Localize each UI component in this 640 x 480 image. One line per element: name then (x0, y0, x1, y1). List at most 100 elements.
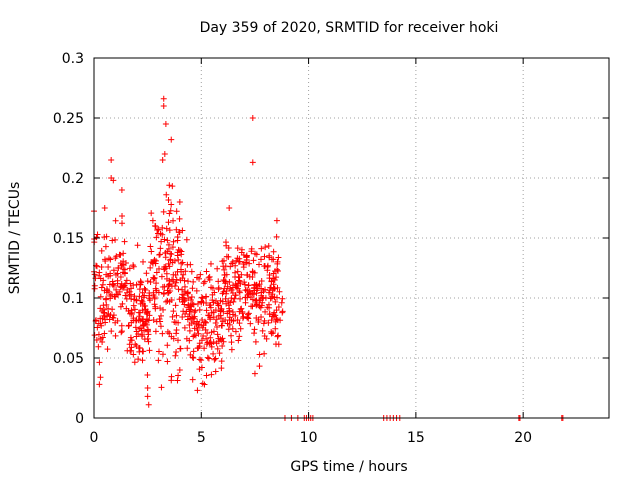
data-point (214, 345, 221, 352)
data-point (234, 245, 241, 252)
data-point (94, 231, 101, 238)
data-point (239, 310, 246, 317)
data-point (130, 351, 137, 358)
data-point (138, 333, 145, 340)
data-point (188, 294, 195, 301)
data-point (105, 273, 112, 280)
data-point (225, 245, 232, 252)
data-point (168, 136, 175, 143)
data-point (225, 326, 232, 333)
data-point (258, 256, 265, 263)
data-point (175, 256, 182, 263)
data-point (188, 297, 195, 304)
x-tick-label: 10 (300, 430, 318, 446)
data-point (208, 329, 215, 336)
data-point (256, 351, 263, 358)
data-point (236, 333, 243, 340)
data-point (232, 292, 239, 299)
data-point (214, 331, 221, 338)
data-point (147, 264, 154, 271)
data-point (131, 306, 138, 313)
data-point (155, 348, 162, 355)
data-point (218, 315, 225, 322)
data-point (143, 270, 150, 277)
data-point (121, 238, 128, 245)
data-point (273, 217, 280, 224)
x-tick-label: 5 (197, 430, 206, 446)
data-point (231, 295, 238, 302)
data-point (160, 95, 167, 102)
data-point (237, 325, 244, 332)
data-point (248, 303, 255, 310)
data-point (142, 287, 149, 294)
data-point (166, 182, 173, 189)
data-point (154, 230, 161, 237)
data-point (221, 285, 228, 292)
data-point (261, 253, 268, 260)
data-point (199, 295, 206, 302)
data-point (152, 303, 159, 310)
data-point (221, 278, 228, 285)
data-point (233, 284, 240, 291)
data-point (100, 302, 107, 309)
data-point (148, 210, 155, 217)
data-point (128, 344, 135, 351)
data-point (173, 312, 180, 319)
data-point (176, 215, 183, 222)
data-point (160, 103, 167, 109)
data-point (256, 261, 263, 268)
data-point (166, 210, 173, 217)
data-point (156, 251, 163, 258)
data-point (215, 284, 222, 291)
data-point (190, 355, 197, 362)
data-point (266, 311, 273, 318)
data-point (175, 286, 182, 293)
data-point (215, 338, 222, 345)
data-point (128, 337, 135, 344)
data-point (177, 247, 184, 254)
data-point (249, 115, 256, 121)
data-point (173, 226, 180, 233)
data-point (95, 343, 102, 350)
data-point (174, 237, 181, 244)
data-point (170, 308, 177, 315)
data-point (218, 322, 225, 329)
data-point (214, 265, 221, 272)
data-point (179, 286, 186, 293)
data-point (97, 374, 104, 381)
data-point (150, 317, 157, 324)
data-point (133, 297, 140, 304)
data-point (113, 286, 120, 293)
data-point (213, 324, 220, 331)
data-point (170, 271, 177, 278)
data-point (268, 256, 275, 263)
data-point (153, 234, 160, 241)
data-point (179, 313, 186, 320)
data-point (236, 289, 243, 296)
data-point (204, 354, 211, 361)
data-point (100, 277, 107, 284)
data-point (197, 271, 204, 278)
data-point (212, 307, 219, 314)
data-point (121, 269, 128, 276)
data-point (155, 265, 162, 272)
data-point (236, 255, 243, 262)
data-point (160, 208, 167, 215)
data-point (105, 255, 112, 262)
x-tick-label: 0 (90, 430, 99, 446)
data-point (183, 236, 190, 243)
data-point (110, 281, 117, 288)
data-point (145, 327, 152, 334)
data-point (157, 323, 164, 330)
data-point (279, 295, 286, 302)
data-point (96, 359, 103, 366)
data-point (203, 335, 210, 342)
data-point (186, 327, 193, 334)
data-point (127, 291, 134, 298)
data-point (180, 271, 187, 278)
data-point (119, 328, 125, 335)
x-tick-label: 20 (514, 430, 532, 446)
data-point (222, 295, 229, 302)
data-point (176, 366, 183, 373)
data-point (223, 253, 230, 260)
